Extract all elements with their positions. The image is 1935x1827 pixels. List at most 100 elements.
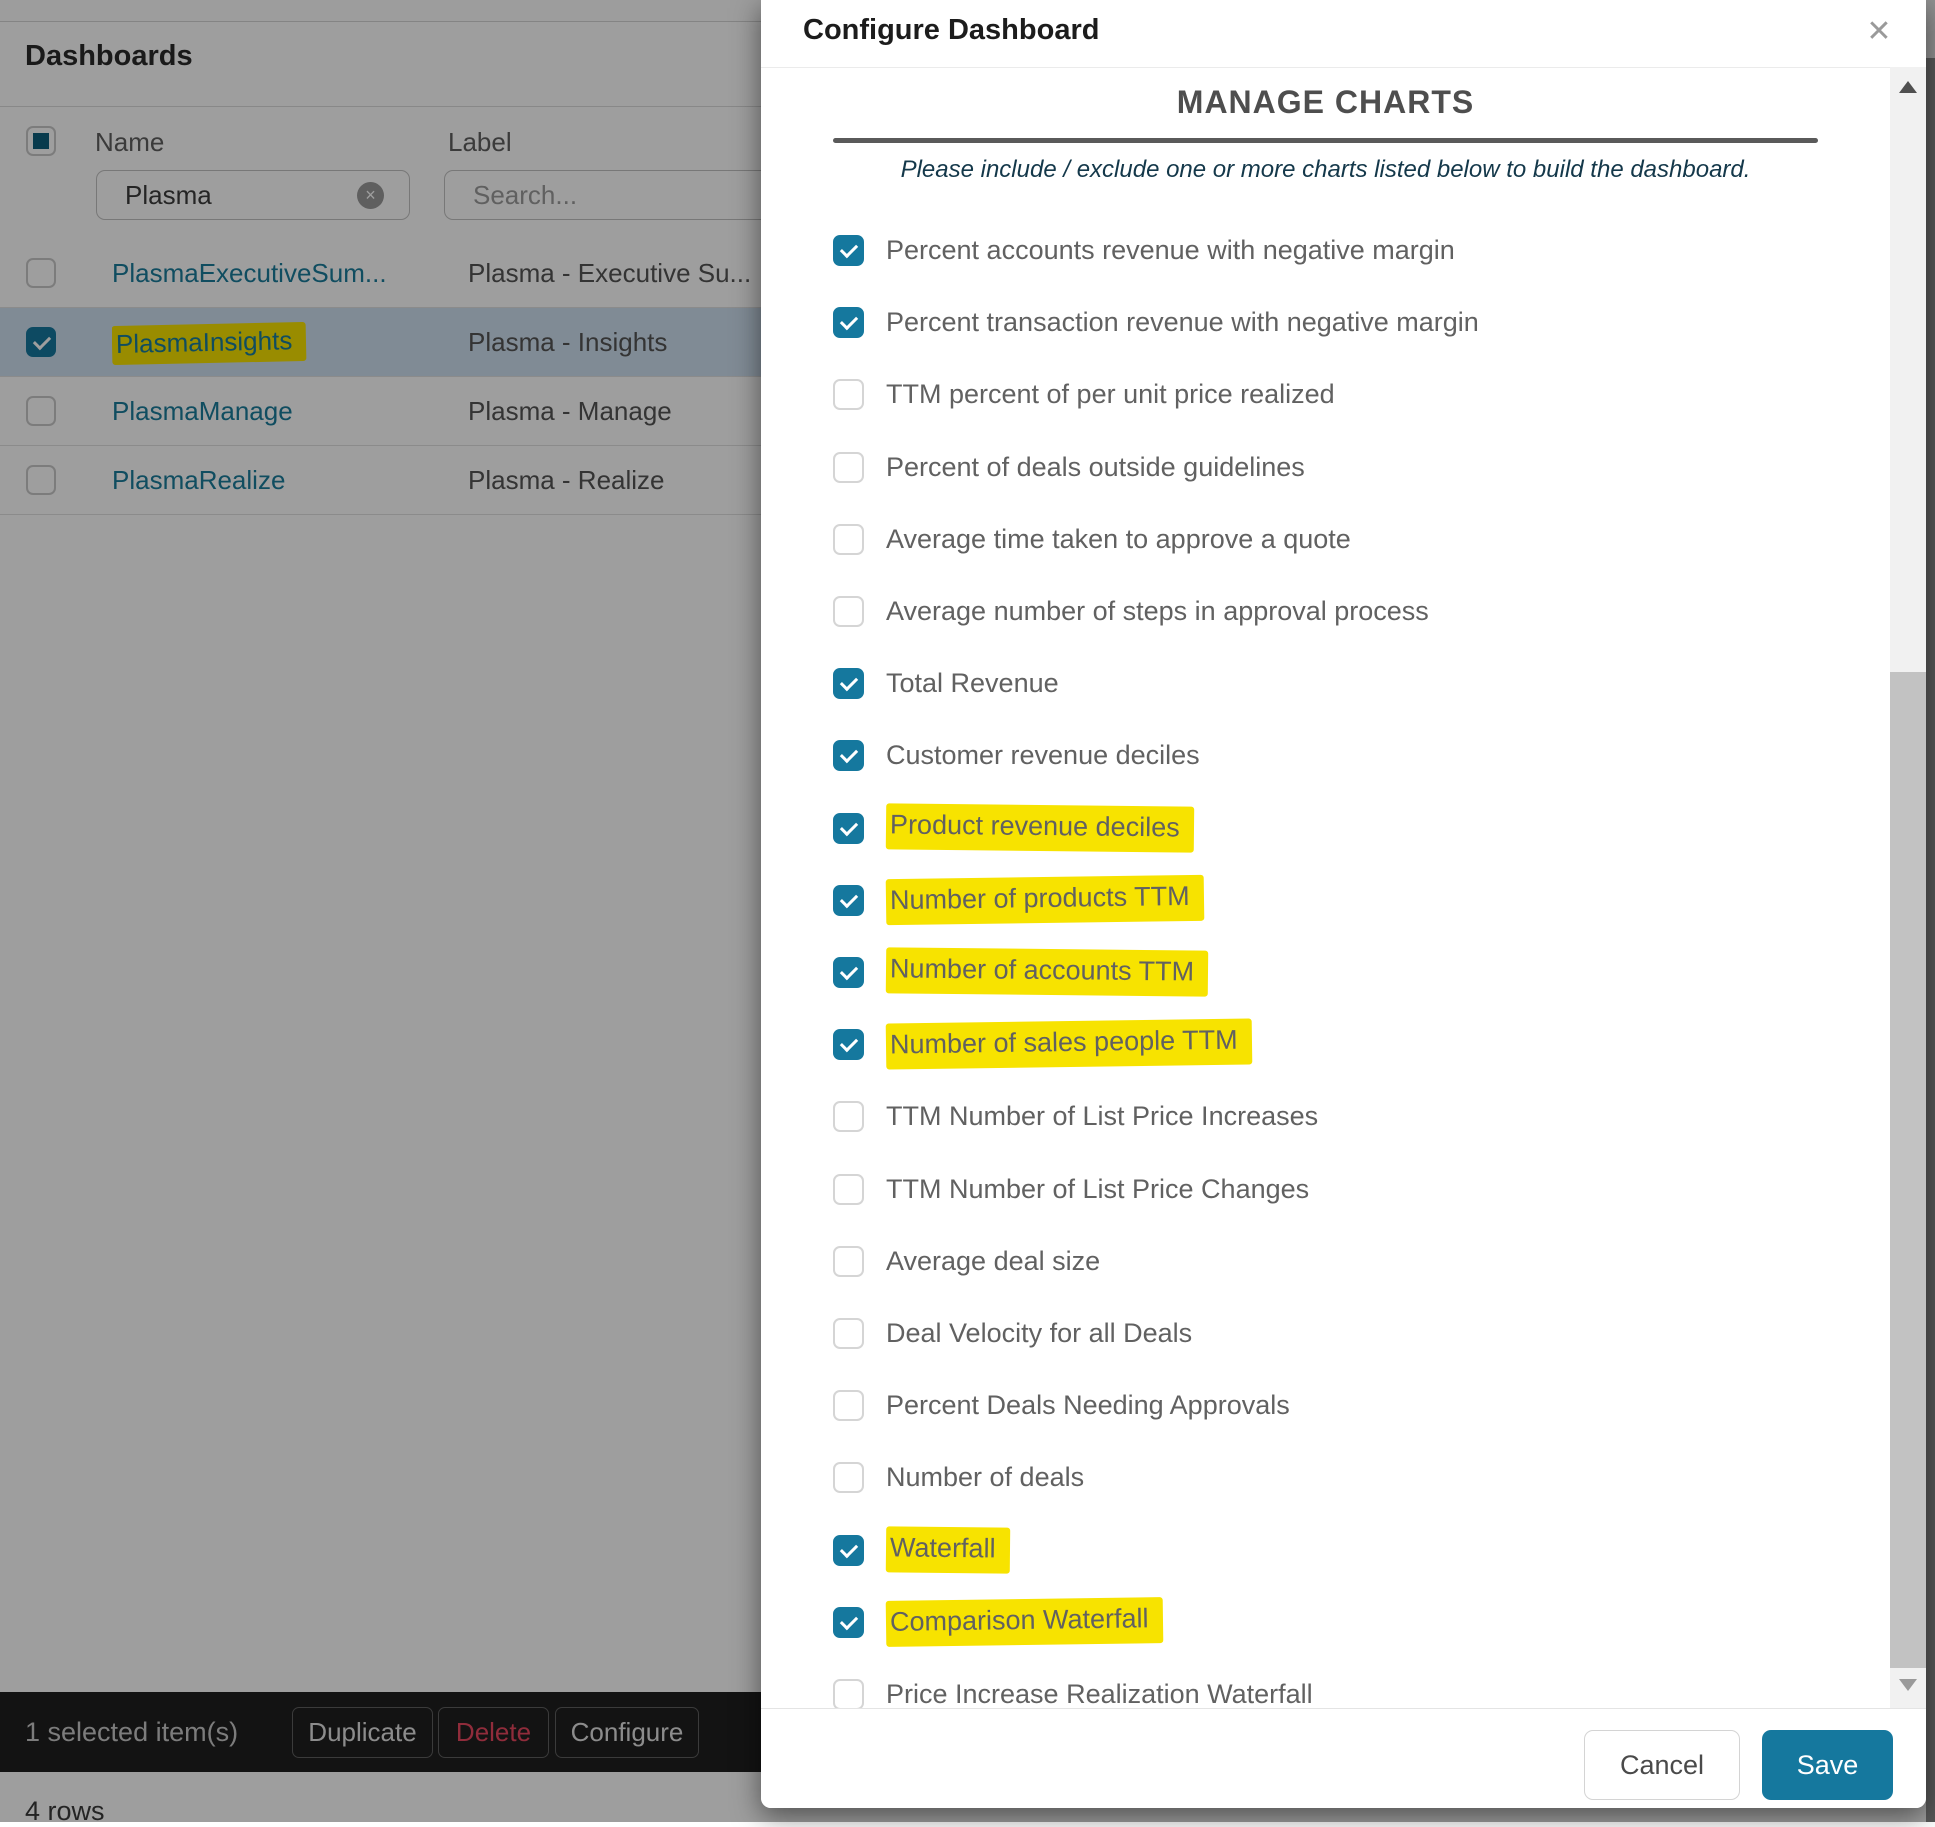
chart-checkbox[interactable] (833, 1317, 864, 1349)
page-title: Dashboards (25, 40, 193, 72)
modal-scrollbar[interactable] (1890, 67, 1926, 1708)
chart-option-label: Percent Deals Needing Approvals (886, 1389, 1290, 1420)
chart-checkbox[interactable] (833, 1461, 864, 1493)
modal-header: Configure Dashboard ✕ (761, 0, 1926, 68)
scroll-up-icon[interactable] (1890, 71, 1926, 105)
page-scrollbar-thumb[interactable] (1926, 0, 1935, 58)
dashboard-name-link[interactable]: PlasmaRealize (112, 465, 286, 495)
chart-option-row[interactable]: Percent transaction revenue with negativ… (833, 300, 1479, 344)
chart-option-row[interactable]: Average number of steps in approval proc… (833, 589, 1429, 633)
chart-option-label: Number of products TTM (885, 874, 1204, 926)
column-header-label[interactable]: Label (448, 127, 512, 157)
dashboard-label-cell: Plasma - Realize (468, 465, 665, 495)
chart-option-row[interactable]: Customer revenue deciles (833, 733, 1200, 777)
chart-checkbox[interactable] (833, 306, 864, 338)
chart-checkbox[interactable] (833, 451, 864, 483)
clear-filter-icon[interactable]: × (357, 182, 384, 209)
row-checkbox[interactable] (26, 327, 56, 357)
chart-option-label: TTM percent of per unit price realized (886, 378, 1335, 409)
chart-option-row[interactable]: Number of products TTM (833, 874, 1204, 926)
modal-footer: Cancel Save (761, 1708, 1926, 1808)
chart-option-row[interactable]: Percent Deals Needing Approvals (833, 1383, 1290, 1427)
chart-option-label: Waterfall (885, 1526, 1010, 1574)
chart-option-row[interactable]: Percent of deals outside guidelines (833, 445, 1305, 489)
chart-option-row[interactable]: Average time taken to approve a quote (833, 517, 1351, 561)
chart-option-label: Percent of deals outside guidelines (886, 451, 1305, 482)
chart-option-row[interactable]: Price Increase Realization Waterfall (833, 1672, 1313, 1716)
label-filter-input[interactable] (444, 170, 784, 220)
chart-checkbox[interactable] (833, 595, 864, 627)
chart-checkbox[interactable] (833, 1245, 864, 1277)
chart-option-label: Average time taken to approve a quote (886, 523, 1351, 554)
close-icon[interactable]: ✕ (1866, 15, 1892, 48)
chart-option-label: Total Revenue (886, 667, 1059, 698)
chart-checkbox[interactable] (833, 956, 864, 988)
column-header-name[interactable]: Name (95, 127, 165, 157)
configure-button[interactable]: Configure (555, 1707, 699, 1758)
chart-option-row[interactable]: TTM Number of List Price Changes (833, 1167, 1309, 1211)
modal-title: Configure Dashboard (803, 14, 1100, 46)
table-row[interactable]: PlasmaRealize Plasma - Realize (0, 446, 1935, 515)
chart-checkbox[interactable] (833, 1606, 864, 1638)
chart-option-label: Comparison Waterfall (885, 1597, 1163, 1647)
heading-underline (833, 138, 1818, 143)
chart-option-row[interactable]: Number of deals (833, 1455, 1084, 1499)
chart-option-row[interactable]: Deal Velocity for all Deals (833, 1311, 1192, 1355)
chart-checkbox[interactable] (833, 1028, 864, 1060)
row-checkbox[interactable] (26, 258, 56, 288)
chart-option-label: Customer revenue deciles (886, 739, 1200, 770)
chart-option-label: Average deal size (886, 1245, 1101, 1276)
chart-option-row[interactable]: Number of sales people TTM (833, 1018, 1252, 1070)
chart-option-row[interactable]: Product revenue deciles (833, 803, 1194, 853)
chart-option-row[interactable]: Waterfall (833, 1526, 1010, 1574)
chart-list: Percent accounts revenue with negative m… (761, 0, 1890, 1710)
chart-option-row[interactable]: Comparison Waterfall (833, 1597, 1163, 1647)
dashboard-name-link[interactable]: PlasmaManage (112, 396, 293, 426)
dashboard-label-cell: Plasma - Manage (468, 396, 672, 426)
chart-option-label: Price Increase Realization Waterfall (886, 1678, 1313, 1709)
delete-button[interactable]: Delete (438, 1707, 549, 1758)
configure-dashboard-modal: Configure Dashboard ✕ MANAGE CHARTS Plea… (761, 0, 1926, 1808)
chart-checkbox[interactable] (833, 1534, 864, 1566)
chart-option-label: Number of sales people TTM (885, 1018, 1252, 1070)
chart-option-row[interactable]: Total Revenue (833, 661, 1059, 705)
duplicate-button[interactable]: Duplicate (292, 1707, 433, 1758)
chart-option-label: Product revenue deciles (885, 803, 1194, 853)
chart-option-label: Average number of steps in approval proc… (886, 595, 1429, 626)
chart-option-row[interactable]: TTM percent of per unit price realized (833, 372, 1335, 416)
rows-count-text: 4 rows (25, 1796, 105, 1826)
chart-checkbox[interactable] (833, 1678, 864, 1710)
chart-checkbox[interactable] (833, 884, 864, 916)
chart-option-label: Number of deals (886, 1461, 1085, 1492)
chart-option-row[interactable]: Average deal size (833, 1239, 1100, 1283)
chart-checkbox[interactable] (833, 1389, 864, 1421)
cancel-button[interactable]: Cancel (1584, 1730, 1740, 1800)
select-all-checkbox[interactable] (26, 126, 56, 156)
save-button[interactable]: Save (1762, 1730, 1893, 1800)
chart-checkbox[interactable] (833, 523, 864, 555)
chart-checkbox[interactable] (833, 378, 864, 410)
chart-checkbox[interactable] (833, 667, 864, 699)
selection-count-text: 1 selected item(s) (25, 1717, 239, 1747)
chart-checkbox[interactable] (833, 1100, 864, 1132)
page-scrollbar[interactable] (1926, 0, 1935, 1822)
table-row[interactable]: PlasmaExecutiveSum... Plasma - Executive… (0, 239, 1935, 308)
dashboard-name-link[interactable]: PlasmaExecutiveSum... (112, 258, 387, 288)
chart-checkbox[interactable] (833, 739, 864, 771)
row-checkbox[interactable] (26, 465, 56, 495)
scroll-down-icon[interactable] (1890, 1667, 1926, 1701)
chart-checkbox[interactable] (833, 1173, 864, 1205)
dashboard-label-cell: Plasma - Executive Su... (468, 258, 752, 288)
chart-checkbox[interactable] (833, 234, 864, 266)
row-checkbox[interactable] (26, 396, 56, 426)
chart-option-row[interactable]: Percent accounts revenue with negative m… (833, 228, 1455, 272)
chart-option-row[interactable]: TTM Number of List Price Increases (833, 1094, 1318, 1138)
chart-option-label: Number of accounts TTM (885, 947, 1209, 997)
dashboard-label-cell: Plasma - Insights (468, 327, 668, 357)
chart-option-label: TTM Number of List Price Changes (886, 1173, 1310, 1204)
chart-option-label: TTM Number of List Price Increases (886, 1100, 1319, 1131)
instructions-text: Please include / exclude one or more cha… (900, 156, 1751, 183)
modal-scrollbar-thumb[interactable] (1890, 672, 1926, 1668)
chart-checkbox[interactable] (833, 812, 864, 844)
chart-option-row[interactable]: Number of accounts TTM (833, 947, 1209, 997)
